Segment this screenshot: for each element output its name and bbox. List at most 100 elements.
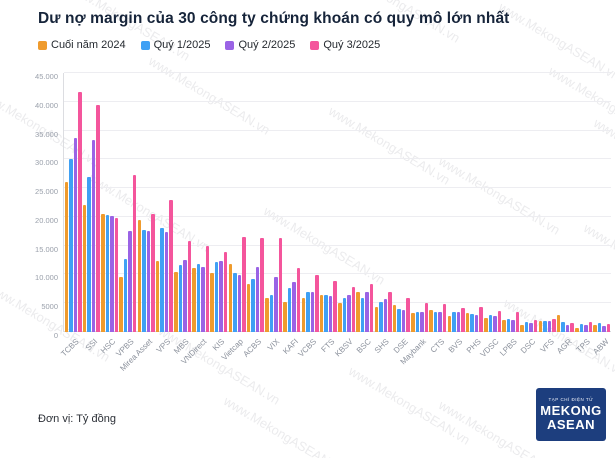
x-cell: Vietcap — [220, 334, 245, 394]
bar-group — [410, 73, 429, 332]
x-tick-label: DSC — [518, 337, 538, 356]
bars-row — [64, 73, 611, 332]
bar-group — [483, 73, 501, 332]
bar — [91, 140, 96, 332]
bar — [488, 315, 492, 332]
bar-group — [246, 73, 264, 332]
x-cell: KBSV — [333, 334, 355, 394]
x-tick-label: SHS — [373, 337, 392, 355]
bar — [137, 219, 142, 332]
gridline — [64, 215, 611, 217]
x-tick-label: LPBS — [498, 337, 520, 358]
bar-group — [556, 73, 574, 332]
bar — [223, 252, 228, 332]
bar — [506, 318, 511, 332]
bar — [183, 260, 187, 332]
x-cell: VIX — [264, 334, 282, 394]
bar — [278, 238, 283, 332]
bar — [310, 291, 315, 332]
x-cell: LPBS — [498, 334, 520, 394]
bar — [315, 275, 319, 332]
legend-swatch — [310, 40, 320, 50]
bar-group — [228, 73, 246, 332]
bar — [338, 303, 342, 332]
bar — [406, 298, 410, 332]
bar-group — [502, 73, 520, 332]
bar — [524, 321, 529, 332]
x-tick-label: SSI — [83, 337, 99, 353]
bar — [287, 287, 292, 332]
bar-group — [82, 73, 100, 332]
bar — [151, 214, 155, 332]
x-cell: FTS — [319, 334, 337, 394]
logo-line2: ASEAN — [546, 416, 595, 432]
x-tick-label: KBSV — [333, 337, 355, 359]
watermark-text: www.MekongASEAN.vn — [221, 393, 348, 458]
gridline — [64, 129, 611, 131]
bar-group — [356, 73, 374, 332]
legend-item: Quý 3/2025 — [310, 39, 380, 51]
gridline — [64, 244, 611, 246]
bar — [433, 311, 438, 332]
gridline — [64, 187, 611, 189]
bar — [342, 298, 347, 332]
bar — [251, 279, 255, 332]
bar — [119, 277, 123, 332]
bar — [401, 309, 406, 332]
x-tick-label: AGR — [555, 337, 574, 356]
bar — [565, 325, 570, 332]
x-tick-label: VCBS — [296, 337, 319, 359]
bar — [233, 272, 237, 332]
bar — [479, 307, 483, 332]
bar — [411, 313, 415, 332]
bar — [606, 323, 611, 332]
bar — [255, 267, 260, 332]
y-tick-label: 0 — [53, 331, 58, 340]
bar — [351, 287, 356, 332]
x-cell: VCBS — [296, 334, 318, 394]
legend-label: Quý 2/2025 — [238, 39, 296, 51]
bar — [543, 320, 547, 332]
bar-group — [265, 73, 283, 332]
bar-group — [374, 73, 392, 332]
bar — [210, 272, 214, 332]
bar — [101, 214, 105, 332]
bar — [187, 241, 192, 332]
bar — [579, 323, 584, 332]
bar — [602, 326, 606, 332]
bar — [64, 182, 69, 332]
logo-tagline: TẠP CHÍ ĐIỆN TỬ — [548, 396, 594, 402]
bar — [274, 277, 278, 332]
bar-group — [338, 73, 356, 332]
bar — [383, 299, 388, 332]
bar — [556, 315, 561, 332]
bar — [470, 314, 474, 332]
bar — [196, 263, 201, 332]
legend-item: Quý 2/2025 — [225, 39, 295, 51]
x-cell: VFS — [538, 334, 556, 394]
bar — [78, 92, 82, 332]
bar — [420, 312, 424, 332]
bar — [575, 328, 579, 332]
bar — [369, 283, 374, 332]
y-tick-label: 5000 — [41, 302, 58, 312]
bar-group — [210, 73, 228, 332]
bar — [87, 177, 91, 332]
y-tick-label: 30.000 — [35, 158, 58, 168]
x-tick-label: BVS — [446, 337, 465, 355]
bar-group — [100, 73, 119, 332]
logo-line1: MEKONG — [540, 403, 602, 419]
x-cell: BSC — [355, 334, 373, 394]
bar — [105, 214, 110, 332]
bar-group — [392, 73, 410, 332]
x-tick-label: VPS — [154, 337, 172, 355]
x-cell: VNDirect — [179, 334, 209, 394]
bar — [561, 321, 565, 332]
bar — [493, 315, 497, 332]
x-cell: KAFI — [281, 334, 300, 394]
bar — [283, 302, 287, 332]
bar — [174, 272, 178, 332]
legend-item: Cuối năm 2024 — [38, 39, 126, 51]
x-tick-label: VIX — [266, 337, 282, 353]
bar — [155, 260, 160, 332]
